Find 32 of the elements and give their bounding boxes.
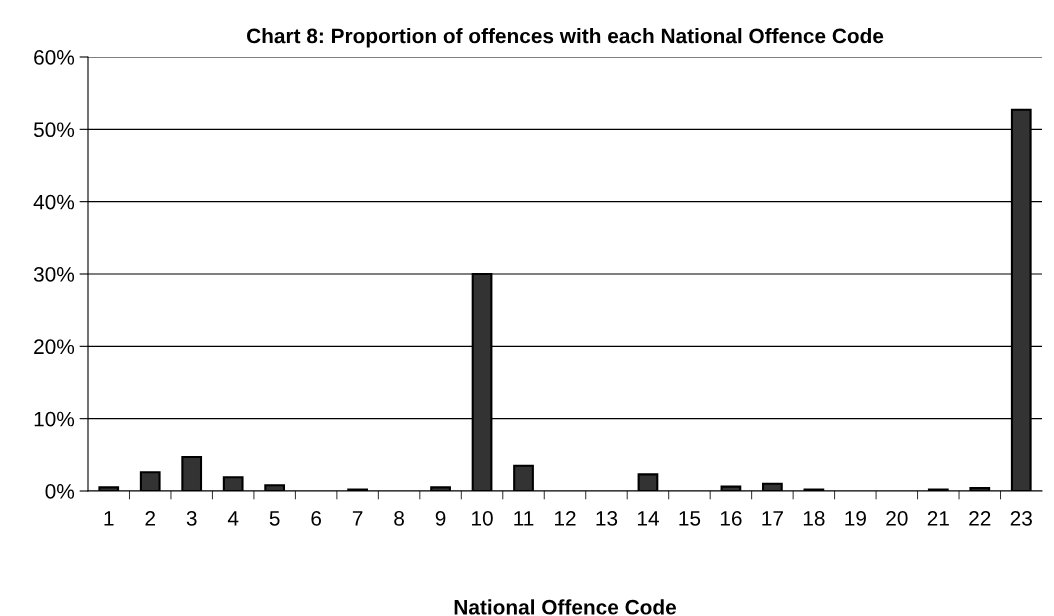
y-tick-label: 30% bbox=[33, 267, 75, 282]
y-tick-label: 60% bbox=[34, 50, 75, 65]
x-tick-label: 8 bbox=[394, 510, 404, 526]
x-tick-label: 4 bbox=[227, 511, 239, 526]
x-tick-label: 12 bbox=[555, 510, 576, 526]
x-tick-label: 22 bbox=[969, 510, 991, 526]
x-tick-label: 20 bbox=[886, 510, 908, 526]
x-tick-label: 6 bbox=[311, 510, 322, 526]
x-tick-label: 1 bbox=[104, 511, 114, 526]
y-tick-label: 0% bbox=[45, 484, 75, 499]
x-tick-label: 17 bbox=[762, 511, 783, 526]
x-tick-label: 18 bbox=[803, 510, 825, 526]
x-tick-label: 10 bbox=[472, 510, 493, 526]
x-tick-label: 16 bbox=[720, 510, 742, 526]
y-tick-label: 50% bbox=[33, 122, 75, 138]
x-tick-label: 23 bbox=[1010, 510, 1032, 526]
y-tick-label: 40% bbox=[33, 194, 75, 210]
x-tick-label: 21 bbox=[927, 510, 949, 526]
x-tick-label: 19 bbox=[845, 510, 866, 526]
y-tick-label: 20% bbox=[34, 339, 75, 355]
x-tick-label: 14 bbox=[637, 511, 659, 526]
x-tick-label: 15 bbox=[679, 511, 701, 526]
y-tick-label: 10% bbox=[34, 411, 75, 427]
x-tick-label: 5 bbox=[269, 511, 280, 526]
x-tick-label: 13 bbox=[596, 510, 618, 526]
x-tick-label: 9 bbox=[435, 510, 446, 526]
x-tick-label: 3 bbox=[186, 510, 197, 526]
x-tick-label: 2 bbox=[145, 510, 155, 526]
x-tick-label: 11 bbox=[514, 511, 534, 526]
x-tick-label: 7 bbox=[352, 511, 363, 526]
x-axis-title: National Offence Code bbox=[454, 599, 676, 615]
chart-title: Chart 8: Proportion of offences with each National Offence Code bbox=[246, 28, 884, 48]
